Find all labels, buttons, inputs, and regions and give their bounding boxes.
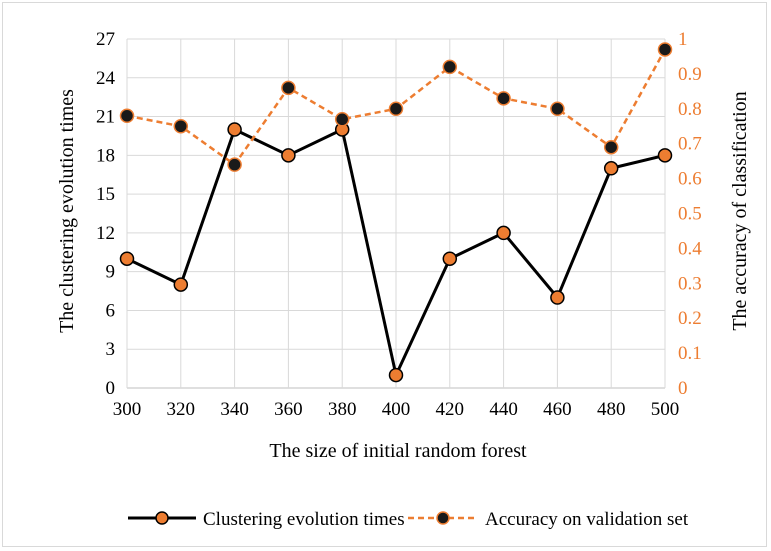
- x-tick-label: 420: [436, 399, 465, 420]
- series-1-point: [603, 139, 619, 155]
- y-right-tick-label: 0.7: [678, 134, 702, 155]
- series-1-point: [442, 59, 458, 75]
- x-tick-label: 340: [220, 399, 249, 420]
- y-left-tick-label: 6: [106, 300, 116, 321]
- series-0-point: [119, 251, 135, 266]
- y-left-tick-labels: 0 3 6 9 12 15 18 21 24 27: [96, 29, 116, 399]
- y-left-tick-label: 0: [106, 378, 116, 399]
- x-tick-label: 460: [543, 399, 572, 420]
- series-1-point: [388, 101, 404, 117]
- y-left-tick-label: 27: [96, 29, 115, 50]
- series-0-point: [550, 290, 565, 305]
- x-tick-label: 380: [328, 399, 357, 420]
- y-right-tick-label: 0.5: [678, 204, 702, 225]
- series-1-point: [334, 112, 350, 127]
- series-1-point: [281, 80, 296, 96]
- series-0-point: [442, 251, 458, 266]
- series-0-point: [227, 122, 242, 137]
- y-left-tick-label: 12: [96, 223, 115, 244]
- legend-label-clustering: Clustering evolution times: [203, 509, 405, 530]
- y-right-tick-label: 0.1: [678, 343, 702, 364]
- legend: Clustering evolution times Accuracy on v…: [128, 509, 689, 530]
- y-right-tick-label: 0.3: [678, 273, 702, 294]
- series-1-point: [496, 91, 511, 106]
- y-right-tick-labels: 0 0.1 0.2 0.3 0.4 0.5 0.6 0.7 0.8 0.9 1: [678, 29, 702, 399]
- y-left-tick-label: 21: [96, 107, 115, 128]
- legend-item-clustering: Clustering evolution times: [128, 509, 405, 530]
- series-0-point: [173, 277, 189, 292]
- y-right-tick-label: 0.9: [678, 64, 702, 85]
- x-tick-label: 320: [167, 399, 196, 420]
- x-tick-label: 360: [274, 399, 303, 420]
- y-right-tick-label: 1: [678, 29, 688, 50]
- series-0-point: [496, 225, 511, 241]
- x-tick-label: 440: [489, 399, 518, 420]
- series-1-point: [550, 101, 565, 117]
- series-0-point: [657, 148, 673, 163]
- series-points: [119, 42, 673, 383]
- legend-label-accuracy: Accuracy on validation set: [485, 509, 689, 530]
- legend-item-accuracy: Accuracy on validation set: [408, 509, 689, 530]
- y-right-tick-label: 0.4: [678, 238, 702, 259]
- x-axis-title: The size of initial random forest: [269, 440, 527, 462]
- y-left-tick-label: 24: [96, 68, 116, 89]
- y-left-axis-title: The clustering evolution times: [56, 89, 78, 333]
- x-tick-labels: 300 320 340 360 380 400 420 440 460 480 500: [113, 399, 680, 420]
- y-right-tick-label: 0.6: [678, 169, 702, 190]
- y-right-axis-title: The accuracy of classification: [729, 91, 751, 330]
- legend-swatch-marker-clustering: [155, 511, 169, 525]
- series-0-point: [388, 367, 404, 383]
- series-1-point: [657, 42, 673, 57]
- y-right-tick-label: 0.2: [678, 308, 702, 329]
- x-tick-label: 480: [597, 399, 626, 420]
- x-tick-label: 300: [113, 399, 142, 420]
- legend-swatch-marker-accuracy: [436, 511, 450, 525]
- y-right-tick-label: 0.8: [678, 99, 702, 120]
- x-tick-label: 400: [382, 399, 411, 420]
- series-1-point: [227, 157, 242, 172]
- series-1-point: [173, 119, 189, 134]
- series-0-point: [603, 161, 619, 176]
- y-left-tick-label: 15: [96, 184, 115, 205]
- y-left-tick-label: 3: [106, 339, 116, 360]
- series-0-point: [281, 148, 296, 163]
- y-right-tick-label: 0: [678, 378, 688, 399]
- series-1-point: [119, 108, 135, 124]
- y-left-tick-label: 9: [106, 262, 116, 283]
- x-tick-label: 500: [651, 399, 680, 420]
- y-left-tick-label: 18: [96, 145, 115, 166]
- gridlines: [126, 38, 666, 389]
